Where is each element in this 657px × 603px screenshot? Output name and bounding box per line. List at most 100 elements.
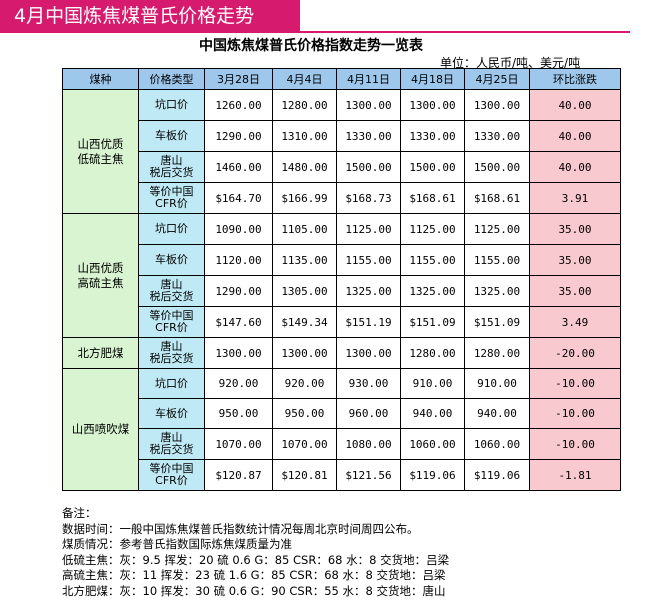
table-row: 车板价 1120.00 1135.00 1155.00 1155.00 1155.00 35… xyxy=(63,244,621,276)
price-value-cell: 1155.00 xyxy=(464,244,530,276)
price-value-cell: $164.70 xyxy=(204,182,273,214)
change-cell: 3.91 xyxy=(529,182,621,214)
price-value-cell: 1260.00 xyxy=(204,89,273,121)
price-value-cell: $121.56 xyxy=(336,459,401,491)
price-value-cell: $119.06 xyxy=(464,459,530,491)
price-value-cell: 940.00 xyxy=(464,398,530,429)
price-value-cell: 1080.00 xyxy=(336,428,401,460)
table-row: 等价中国 CFR价 $147.60 $149.34 $151.19 $151.09 $151… xyxy=(63,306,621,338)
table-row: 车板价 1290.00 1310.00 1330.00 1330.00 1330.00 40… xyxy=(63,120,621,152)
price-value-cell: 930.00 xyxy=(336,368,401,399)
price-value-cell: 1120.00 xyxy=(204,244,273,276)
table-row: 唐山 税后交货 1460.00 1480.00 1500.00 1500.00 1500.0… xyxy=(63,151,621,183)
price-value-cell: 1305.00 xyxy=(272,275,337,307)
price-value-cell: 1290.00 xyxy=(204,275,273,307)
banner-rule xyxy=(0,31,630,33)
price-value-cell: 1500.00 xyxy=(400,151,465,183)
price-value-cell: 1300.00 xyxy=(204,337,273,369)
price-value-cell: 1300.00 xyxy=(272,337,337,369)
price-value-cell: $120.81 xyxy=(272,459,337,491)
price-value-cell: 920.00 xyxy=(272,368,337,399)
price-value-cell: 1290.00 xyxy=(204,120,273,152)
change-cell: 40.00 xyxy=(529,120,621,152)
column-header: 4月25日 xyxy=(464,68,530,90)
price-value-cell: 1500.00 xyxy=(336,151,401,183)
header-row: 煤种 价格类型 3月28日 4月4日 4月11日 4月18日 4月25日 环比涨跌 xyxy=(62,68,621,90)
price-value-cell: 1125.00 xyxy=(464,213,530,245)
price-type-cell: 等价中国 CFR价 xyxy=(138,182,205,214)
price-value-cell: 940.00 xyxy=(400,398,465,429)
price-type-cell: 车板价 xyxy=(138,244,205,276)
price-value-cell: $151.19 xyxy=(336,306,401,338)
price-value-cell: 1125.00 xyxy=(400,213,465,245)
price-value-cell: $149.34 xyxy=(272,306,337,338)
price-value-cell: 1480.00 xyxy=(272,151,337,183)
price-value-cell: $168.73 xyxy=(336,182,401,214)
price-type-cell: 唐山 税后交货 xyxy=(138,275,205,307)
note-line: 高硫主焦：灰：11 挥发：23 硫 1.6 G：85 CSR：68 水：8 交货… xyxy=(62,568,446,583)
table-row: 山西优质 低硫主焦 坑口价 1260.00 1280.00 1300.00 1300.00 1… xyxy=(62,89,621,214)
price-value-cell: 1330.00 xyxy=(400,120,465,152)
coal-type-cell: 北方肥煤 xyxy=(62,337,139,369)
table-row: 唐山 税后交货 1290.00 1305.00 1325.00 1325.00 1325.0… xyxy=(63,275,621,307)
price-value-cell: 1090.00 xyxy=(204,213,273,245)
price-value-cell: 910.00 xyxy=(464,368,530,399)
price-value-cell: 1500.00 xyxy=(464,151,530,183)
price-type-cell: 唐山 税后交货 xyxy=(138,151,205,183)
change-cell: -10.00 xyxy=(529,398,621,429)
change-cell: -1.81 xyxy=(529,459,621,491)
change-cell: -10.00 xyxy=(529,368,621,399)
change-cell: -10.00 xyxy=(529,428,621,460)
price-value-cell: $151.09 xyxy=(400,306,465,338)
price-type-cell: 坑口价 xyxy=(138,368,205,399)
price-value-cell: 1330.00 xyxy=(336,120,401,152)
price-value-cell: 1460.00 xyxy=(204,151,273,183)
change-cell: 35.00 xyxy=(529,213,621,245)
column-header: 4月11日 xyxy=(336,68,401,90)
coal-type-cell: 山西优质 低硫主焦 xyxy=(62,89,139,214)
note-line: 备注： xyxy=(62,506,97,520)
price-value-cell: $151.09 xyxy=(464,306,530,338)
price-type-cell: 等价中国 CFR价 xyxy=(138,306,205,338)
price-value-cell: 1280.00 xyxy=(272,89,337,121)
price-type-cell: 车板价 xyxy=(138,398,205,429)
note-line: 低硫主焦：灰：9.5 挥发：20 硫 0.6 G：85 CSR：68 水：8 交… xyxy=(62,552,450,567)
price-value-cell: 1125.00 xyxy=(336,213,401,245)
price-value-cell: $168.61 xyxy=(400,182,465,214)
price-value-cell: $119.06 xyxy=(400,459,465,491)
price-value-cell: 1310.00 xyxy=(272,120,337,152)
price-value-cell: 1280.00 xyxy=(400,337,465,369)
price-value-cell: 1280.00 xyxy=(464,337,530,369)
table-row: 北方肥煤 唐山 税后交货 1300.00 1300.00 1300.00 1280.00 12… xyxy=(62,337,621,369)
coal-type-cell: 山西优质 高硫主焦 xyxy=(62,213,139,338)
price-value-cell: 1300.00 xyxy=(336,89,401,121)
price-value-cell: 1060.00 xyxy=(464,428,530,460)
price-type-cell: 唐山 税后交货 xyxy=(138,337,205,369)
table-row: 山西喷吹煤 坑口价 920.00 920.00 930.00 910.00 910.00 -1… xyxy=(62,368,621,491)
unit-note: 单位：人民币/吨、美元/吨 xyxy=(440,56,581,70)
notes-section: 备注： 数据时间：一般中国炼焦煤普氏指数统计情况每周北京时间周四公布。 煤质情况：参… xyxy=(62,506,449,600)
change-cell: -20.00 xyxy=(529,337,621,369)
table-body: 山西优质 低硫主焦 坑口价 1260.00 1280.00 1300.00 1300.00 1… xyxy=(62,89,621,491)
table-row: 等价中国 CFR价 $164.70 $166.99 $168.73 $168.61 $168… xyxy=(63,182,621,214)
price-value-cell: 1325.00 xyxy=(400,275,465,307)
price-value-cell: 1325.00 xyxy=(464,275,530,307)
column-header: 4月4日 xyxy=(272,68,337,90)
note-line: 数据时间：一般中国炼焦煤普氏指数统计情况每周北京时间周四公布。 xyxy=(62,521,419,536)
price-table: 煤种 价格类型 3月28日 4月4日 4月11日 4月18日 4月25日 环比涨跌 山西优质低… xyxy=(62,68,621,491)
price-value-cell: 1155.00 xyxy=(400,244,465,276)
price-type-cell: 坑口价 xyxy=(138,213,205,245)
change-cell: 40.00 xyxy=(529,89,621,121)
price-value-cell: 1300.00 xyxy=(400,89,465,121)
price-value-cell: $168.61 xyxy=(464,182,530,214)
change-cell: 40.00 xyxy=(529,151,621,183)
price-value-cell: 1135.00 xyxy=(272,244,337,276)
price-value-cell: 1155.00 xyxy=(336,244,401,276)
table-row: 等价中国 CFR价 $120.87 $120.81 $121.56 $119.06 $119… xyxy=(63,459,621,491)
column-header: 4月18日 xyxy=(400,68,465,90)
price-value-cell: $120.87 xyxy=(204,459,273,491)
price-type-cell: 坑口价 xyxy=(138,89,205,121)
price-value-cell: 960.00 xyxy=(336,398,401,429)
price-value-cell: 1070.00 xyxy=(272,428,337,460)
change-cell: 35.00 xyxy=(529,275,621,307)
